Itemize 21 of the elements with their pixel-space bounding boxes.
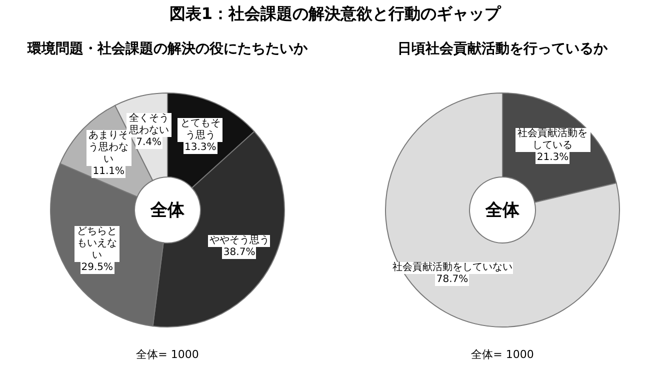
chart-title: 日頃社会貢献活動を行っているか	[396, 40, 608, 58]
data-label: 78.7%	[435, 274, 470, 286]
chart-subtitle: 環境問題・社会課題の解決の役にたちたいか	[26, 40, 308, 58]
slice-label: ややそう思う	[208, 235, 270, 248]
slice-label: どちらともいえない	[74, 226, 120, 262]
data-label: 38.7%	[222, 247, 256, 260]
text: 全体= 1000	[136, 347, 199, 362]
slice-label: とてもそう思う	[178, 118, 223, 142]
slice-label: 社会貢献活動をしている	[515, 128, 590, 152]
slice-label: 社会貢献活動をしていない	[391, 262, 514, 274]
data-label: 13.3%	[183, 142, 218, 154]
text: 図表1：社会課題の解決意欲と行動のギャップ	[168, 4, 502, 25]
text: 全体= 1000	[471, 347, 534, 362]
data-label: 7.4%	[135, 137, 163, 150]
slice-label: 全くそう思わない	[128, 113, 169, 136]
text: 全体	[486, 200, 520, 222]
data-label: 29.5%	[80, 262, 114, 274]
data-label: 21.3%	[536, 152, 570, 164]
donut-slice	[385, 92, 620, 328]
data-label: 11.1%	[92, 166, 126, 178]
text: 全体	[150, 200, 184, 222]
